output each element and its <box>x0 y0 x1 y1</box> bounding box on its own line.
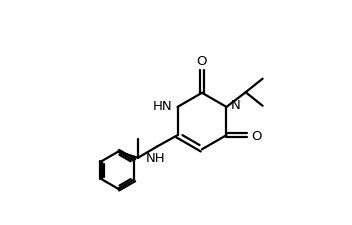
Text: O: O <box>251 129 262 142</box>
Text: NH: NH <box>146 152 166 165</box>
Text: N: N <box>231 99 240 112</box>
Text: O: O <box>197 54 207 67</box>
Text: HN: HN <box>153 99 172 112</box>
